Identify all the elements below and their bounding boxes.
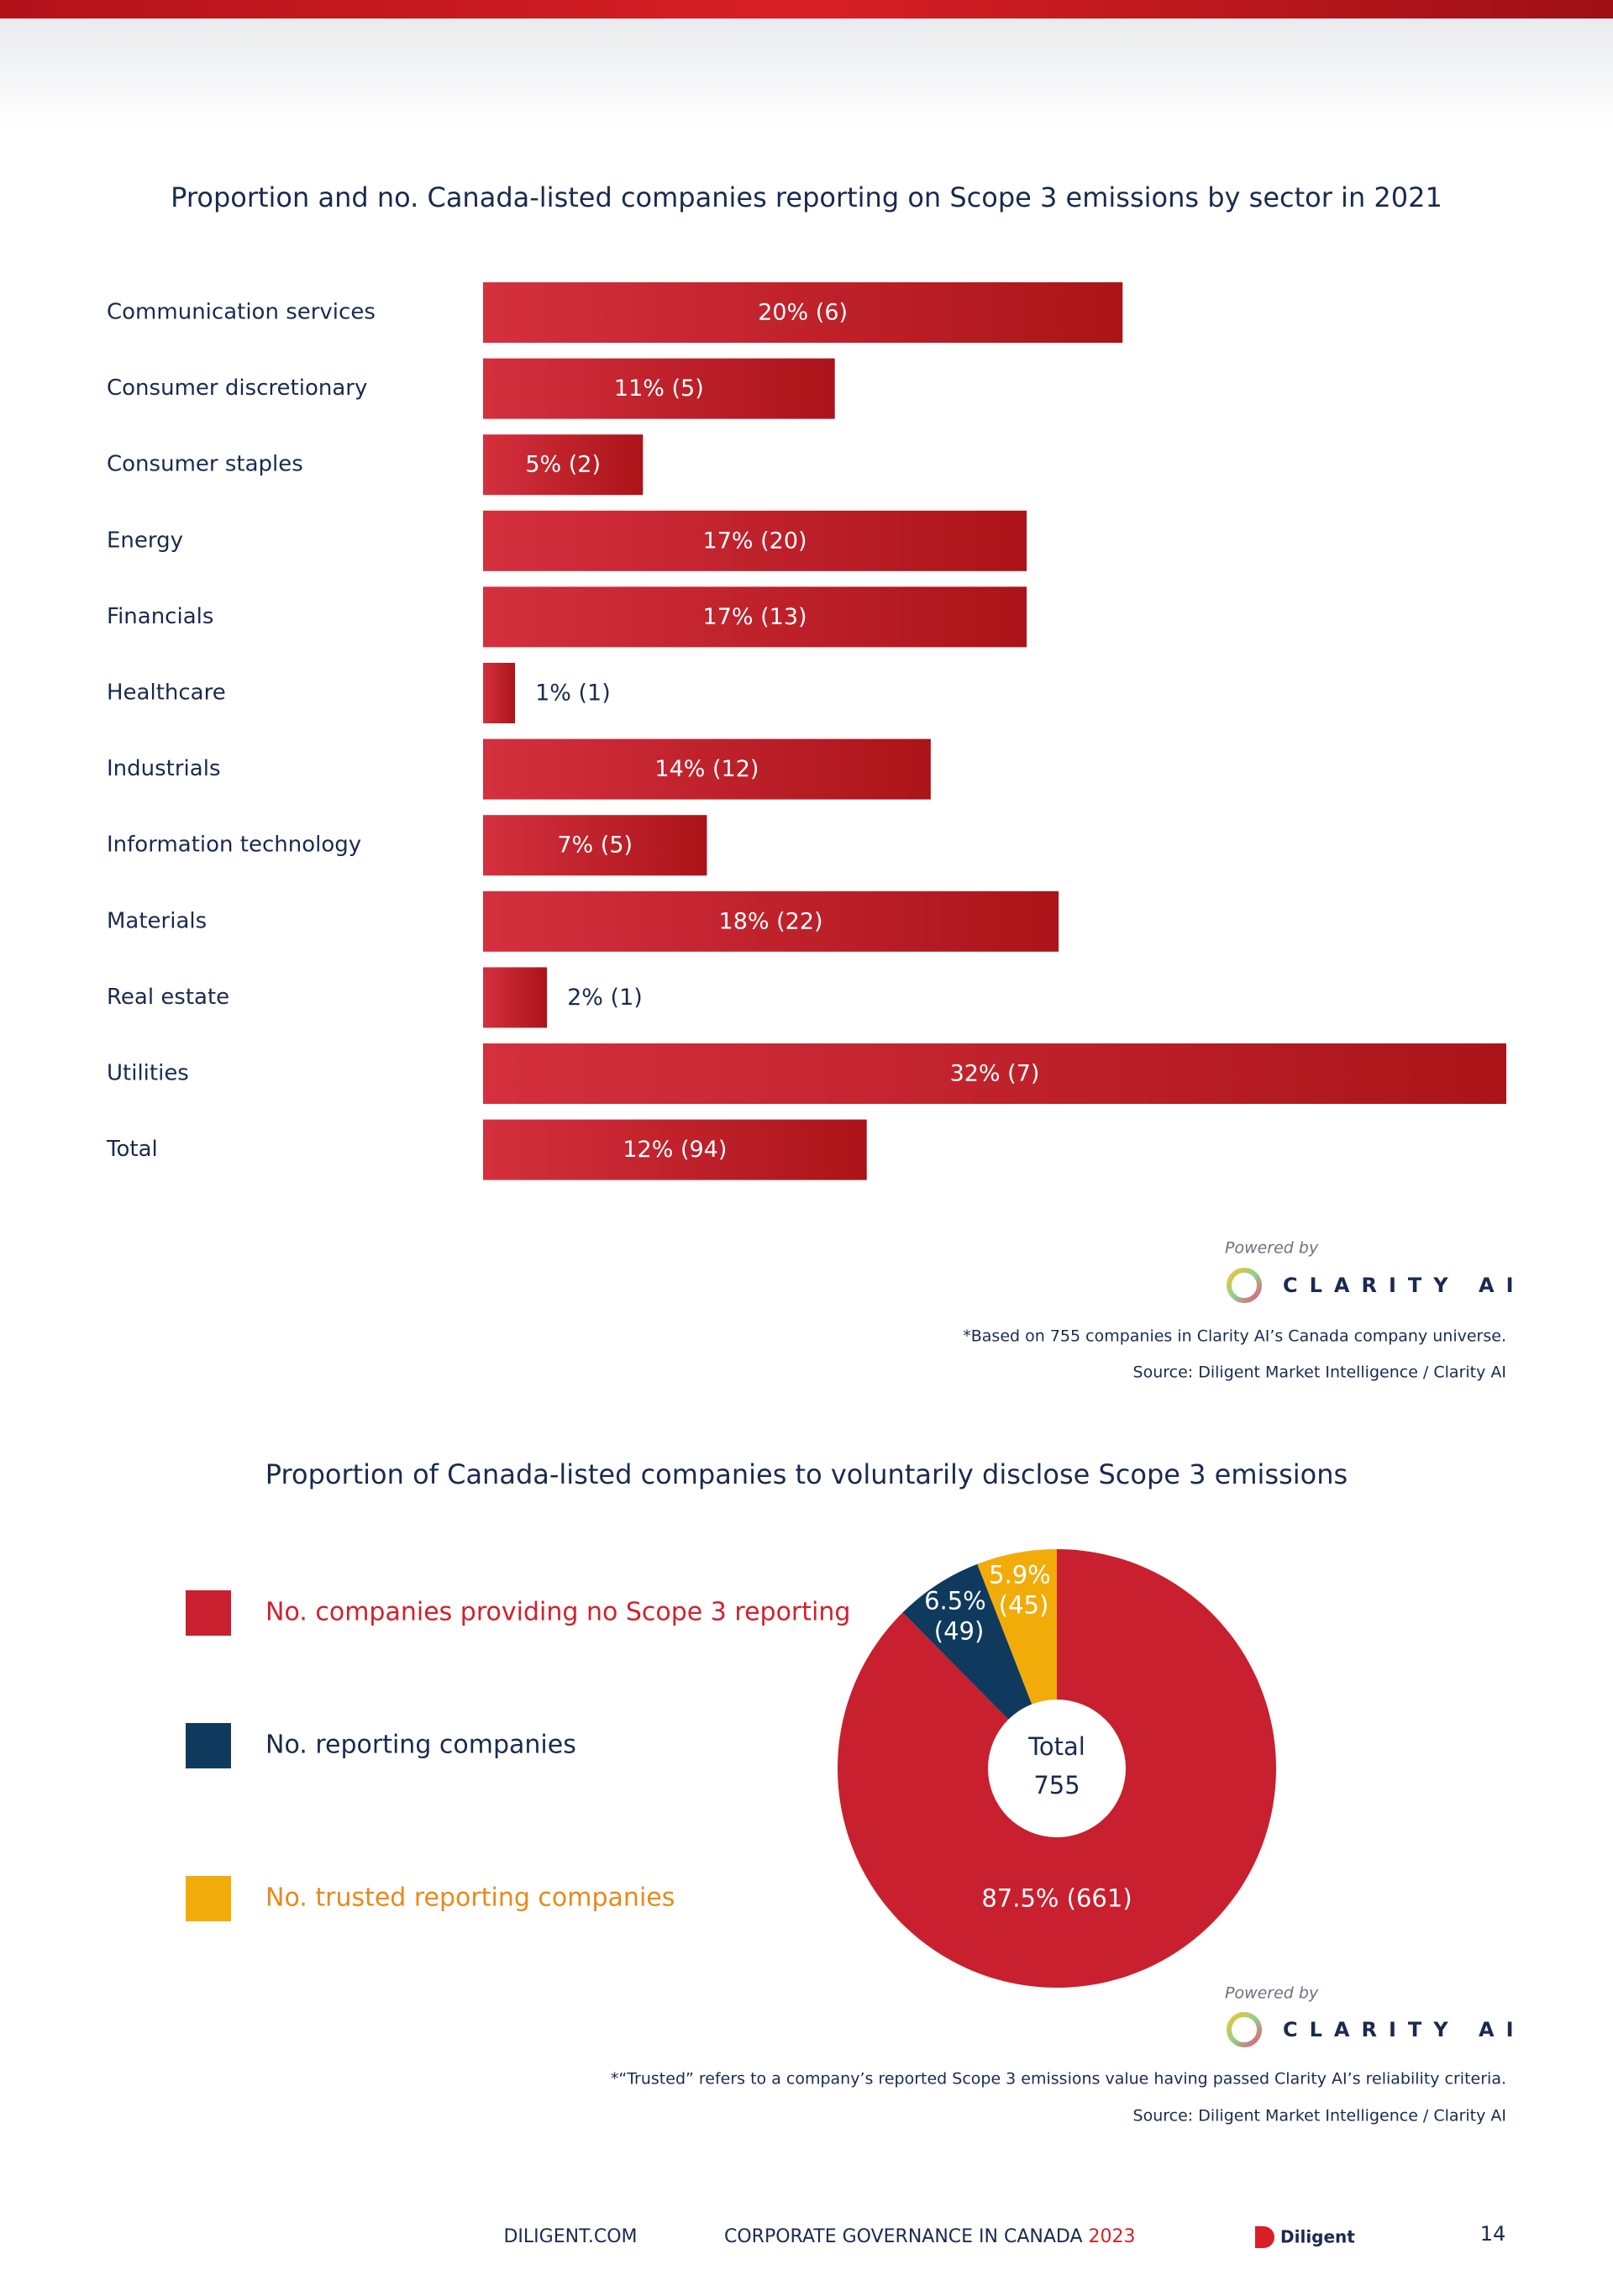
bar [483, 815, 707, 876]
pie-note: *“Trusted” refers to a company’s reporte… [611, 2070, 1506, 2088]
value-label: 1% (1) [535, 680, 611, 707]
bar-source: Source: Diligent Market Intelligence / C… [1133, 1363, 1506, 1382]
center-value: 755 [1033, 1771, 1080, 1799]
category-label: Information technology [107, 833, 361, 858]
category-label: Real estate [107, 985, 229, 1010]
bar-note: *Based on 755 companies in Clarity AI’s … [963, 1327, 1506, 1346]
bar [483, 738, 931, 800]
value-label: 14% (12) [654, 756, 759, 782]
value-label: 11% (5) [614, 376, 704, 402]
powered-by: Powered by [1225, 1239, 1319, 1258]
value-label: 5% (2) [525, 452, 601, 478]
value-label: 17% (20) [703, 528, 807, 554]
legend-swatch [186, 1723, 231, 1768]
footer-site: DILIGENT.COM [503, 2226, 637, 2247]
legend-swatch [186, 1876, 231, 1921]
value-label: 17% (13) [703, 604, 807, 630]
label-line: 5.9% [989, 1561, 1051, 1589]
brand-icon [1227, 1268, 1262, 1303]
bar [483, 434, 644, 496]
slice-label: 87.5% (661) [981, 1884, 1132, 1913]
publication: CORPORATE GOVERNANCE IN CANADA [724, 2226, 1083, 2247]
pie-chart-title: Proportion of Canada-listed companies to… [265, 1458, 1348, 1490]
label-line: (45) [999, 1591, 1049, 1620]
donut-hole [988, 1700, 1126, 1837]
category-label: Communication services [107, 300, 376, 325]
brand-icon [1227, 2012, 1262, 2047]
brand-name: CLARITY AI [1283, 2018, 1526, 2041]
bar-chart-title: Proportion and no. Canada-listed compani… [171, 181, 1442, 213]
pie-chart: 87.5% (661) No. companies providing no Sc… [186, 1549, 1276, 1988]
value-label: 7% (5) [557, 833, 633, 859]
slice-label: 6.5% (49) [924, 1586, 994, 1645]
value-label: 20% (6) [758, 300, 848, 326]
value-label: 12% (94) [623, 1137, 727, 1163]
label-line: 6.5% [924, 1586, 986, 1615]
category-label: Materials [107, 908, 207, 933]
legend-label: No. reporting companies [265, 1731, 576, 1760]
category-label: Consumer discretionary [107, 376, 367, 401]
bar [483, 967, 548, 1028]
value-label: 32% (7) [950, 1061, 1040, 1087]
category-label: Healthcare [107, 680, 226, 706]
bar [483, 1043, 1506, 1104]
bar-chart: Communication services 20% (6) Consumer di… [106, 282, 1506, 1180]
header-fade [0, 0, 1613, 126]
bar [483, 586, 1027, 648]
brand-name: CLARITY AI [1283, 1274, 1526, 1297]
footer-publication: CORPORATE GOVERNANCE IN CANADA 2023 [724, 2226, 1136, 2247]
bar [483, 891, 1059, 952]
category-label: Financials [107, 604, 213, 629]
category-label: Total [106, 1137, 158, 1162]
bar [483, 663, 516, 723]
bar [483, 282, 1123, 343]
value-label: 18% (22) [719, 908, 823, 934]
powered-by: Powered by [1225, 1984, 1319, 2003]
header-bar [0, 0, 1613, 18]
year: 2023 [1089, 2226, 1136, 2247]
category-label: Energy [107, 528, 183, 553]
slice-label: 5.9% (45) [989, 1561, 1059, 1620]
legend-label: No. companies providing no Scope 3 repor… [265, 1598, 850, 1627]
footer-logo: Diligent [1280, 2227, 1355, 2247]
category-label: Consumer staples [107, 452, 303, 477]
page-number: 14 [1480, 2222, 1506, 2246]
legend-swatch [186, 1590, 231, 1636]
bar [483, 510, 1027, 571]
category-label: Industrials [107, 756, 220, 781]
logo-mark [1255, 2226, 1274, 2248]
bar [483, 358, 835, 419]
pie-source: Source: Diligent Market Intelligence / C… [1133, 2107, 1506, 2125]
value-label: 2% (1) [567, 985, 643, 1011]
center-label: Total [1027, 1732, 1085, 1761]
legend-label: No. trusted reporting companies [265, 1884, 675, 1913]
bar [483, 1119, 867, 1180]
category-label: Utilities [107, 1061, 189, 1086]
label-line: (49) [934, 1616, 985, 1645]
